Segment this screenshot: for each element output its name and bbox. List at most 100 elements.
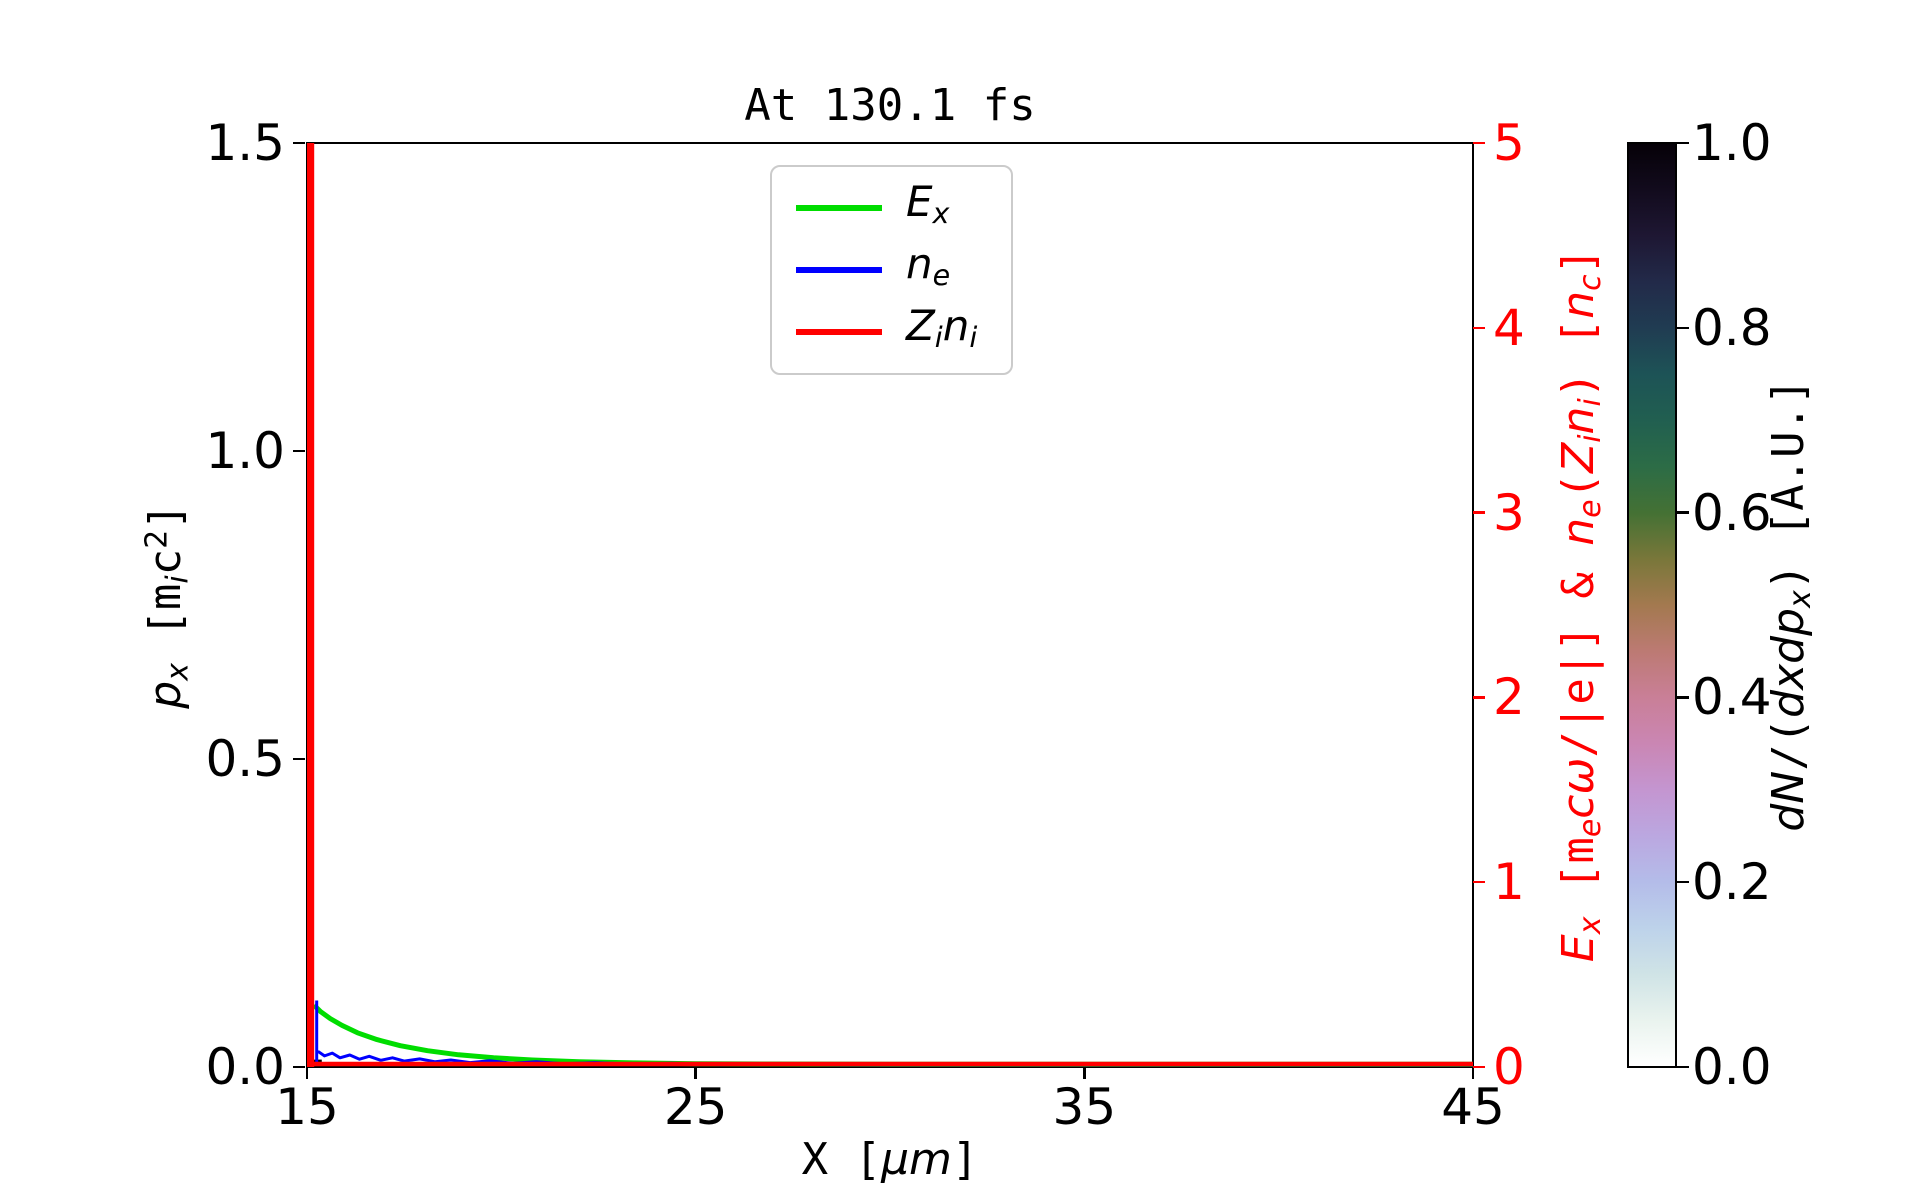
x-axis-label: X [μm] — [802, 1136, 979, 1184]
label-segment: i — [1573, 398, 1609, 407]
colorbar-label: dN/(dxdpx) [A.U.] — [1762, 378, 1824, 832]
yr-tick-mark — [1473, 141, 1485, 145]
yr-tick-label: 4 — [1493, 298, 1525, 357]
cb-tick-label: 0.2 — [1692, 853, 1772, 912]
label-segment: p — [139, 680, 191, 709]
yl-tick-mark — [293, 141, 305, 145]
colorbar — [1627, 142, 1677, 1068]
label-segment: ) [ — [1552, 318, 1604, 399]
label-segment: c — [1552, 794, 1604, 819]
cb-tick-label: 1.0 — [1692, 114, 1772, 172]
left-y-axis-label: px [mic2] — [135, 503, 202, 708]
label-segment: i — [1573, 434, 1609, 443]
x-tick-mark — [1471, 1067, 1475, 1079]
label-segment: n — [942, 301, 970, 351]
label-segment: [m — [139, 583, 191, 664]
label-segment: n — [1552, 290, 1604, 319]
yr-tick-mark — [1473, 880, 1485, 884]
right-y-axis-label: Ex [mecω/|e|] & ne(Zini) [nc] — [1552, 247, 1614, 963]
legend-label-Ex: Ex — [906, 180, 949, 235]
yr-tick-label: 3 — [1493, 483, 1525, 542]
legend-line-ne — [796, 267, 882, 273]
legend-label-ne: ne — [906, 242, 950, 297]
legend-item-Ex: Ex — [796, 180, 1011, 232]
cb-tick-mark — [1677, 880, 1689, 884]
label-segment: n — [1552, 406, 1604, 435]
cb-tick-label: 0.0 — [1692, 1038, 1772, 1096]
cb-tick-mark — [1677, 326, 1689, 330]
cb-tick-mark — [1677, 696, 1689, 699]
yr-tick-mark — [1473, 511, 1485, 514]
label-segment: X — [801, 1134, 855, 1185]
yr-tick-label: 0 — [1493, 1038, 1525, 1096]
x-tick-label: 45 — [1441, 1078, 1505, 1136]
label-segment: [A.U.] — [1762, 378, 1814, 564]
label-segment: dN — [1762, 770, 1814, 832]
label-segment: Z — [1552, 442, 1604, 473]
legend-item-Zini: Zini — [796, 304, 1011, 356]
label-segment: x — [1783, 590, 1819, 608]
label-segment: i — [934, 320, 943, 355]
label-segment: e — [1573, 818, 1609, 838]
label-segment: n — [906, 239, 933, 289]
yl-tick-mark — [293, 757, 305, 761]
label-segment: μm — [881, 1134, 952, 1185]
yr-tick-label: 2 — [1493, 668, 1525, 727]
label-segment: ( — [1552, 472, 1604, 500]
plot-title: At 130.1 fs — [744, 80, 1036, 131]
yr-tick-label: 5 — [1493, 114, 1525, 172]
label-segment: /|e|] & — [1552, 545, 1604, 758]
label-segment: dxdp — [1762, 607, 1814, 718]
x-tick-label: 35 — [1052, 1078, 1117, 1136]
label-segment: x — [160, 663, 196, 681]
yr-tick-mark — [1473, 696, 1485, 699]
label-segment: e — [932, 258, 951, 293]
cb-tick-label: 0.8 — [1692, 298, 1772, 357]
yl-tick-mark — [293, 449, 305, 453]
cb-tick-label: 0.6 — [1692, 483, 1772, 542]
yl-tick-mark — [293, 1065, 305, 1069]
label-segment: [ — [854, 1134, 882, 1185]
x-tick-label: 25 — [663, 1078, 728, 1136]
yr-tick-mark — [1473, 326, 1485, 330]
label-segment: E — [1552, 934, 1604, 963]
legend-item-ne: ne — [796, 242, 1011, 294]
label-segment: i — [969, 320, 978, 355]
label-segment: n — [1552, 517, 1604, 546]
label-segment: e — [1573, 499, 1609, 518]
legend-label-Zini: Zini — [906, 304, 977, 359]
label-segment: i — [160, 575, 196, 584]
legend: Ex ne Zini — [770, 165, 1013, 375]
label-segment: ω — [1552, 757, 1604, 795]
x-tick-label: 15 — [275, 1078, 339, 1136]
label-segment: ] — [139, 503, 191, 530]
label-segment: ] — [951, 1134, 979, 1185]
yl-tick-label: 1.5 — [205, 114, 285, 172]
label-segment: c — [1573, 274, 1609, 291]
label-segment: /( — [1762, 717, 1814, 771]
label-segment: Z — [906, 301, 935, 351]
yl-tick-label: 0.0 — [205, 1038, 285, 1096]
label-segment: 2 — [139, 529, 175, 549]
legend-line-Ex — [796, 205, 882, 211]
label-segment: c — [139, 548, 191, 576]
yr-tick-mark — [1473, 1065, 1485, 1069]
cb-tick-label: 0.4 — [1692, 668, 1772, 727]
label-segment: ) — [1762, 563, 1814, 591]
label-segment: ] — [1552, 247, 1604, 275]
yr-tick-label: 1 — [1493, 853, 1525, 912]
label-segment: [m — [1552, 837, 1604, 917]
label-segment: x — [932, 196, 950, 231]
yl-tick-label: 0.5 — [205, 730, 285, 788]
yl-tick-label: 1.0 — [205, 422, 285, 480]
cb-tick-mark — [1677, 1065, 1689, 1069]
legend-line-Zini — [796, 329, 882, 335]
label-segment: x — [1573, 916, 1609, 935]
cb-tick-mark — [1677, 511, 1689, 514]
x-tick-mark — [305, 1067, 309, 1079]
cb-tick-mark — [1677, 141, 1689, 145]
x-tick-mark — [1083, 1067, 1086, 1079]
x-tick-mark — [694, 1067, 697, 1079]
label-segment: E — [906, 177, 933, 227]
